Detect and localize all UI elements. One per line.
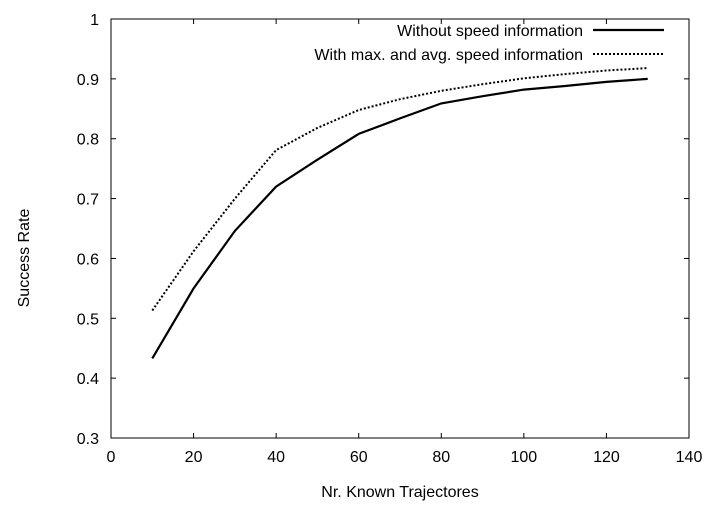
y-tick-label: 0.6 [77,251,99,268]
y-tick-label: 0.8 [77,132,99,149]
y-tick-label: 0.9 [77,72,99,89]
x-tick-label: 0 [107,449,116,466]
plot-frame [110,18,690,439]
series-2-point [646,67,649,70]
legend-label-1: Without speed information [397,23,583,40]
y-tick-label: 0.7 [77,192,99,209]
x-axis-title: Nr. Known Trajectores [321,484,478,501]
y-tick-label: 1 [90,12,99,29]
legend: Without speed information With max. and a… [314,23,664,64]
x-tick-label: 140 [676,449,703,466]
series-lines [151,67,649,359]
x-tick-label: 60 [350,449,368,466]
x-tick-label: 80 [432,449,450,466]
x-tick-label: 40 [267,449,285,466]
x-tick-label: 120 [593,449,620,466]
tick-marks [110,18,690,439]
y-tick-label: 0.4 [77,371,99,388]
series-line-2 [151,67,648,312]
series-line-1 [151,77,648,359]
axes [110,18,690,439]
x-tick-label: 20 [185,449,203,466]
y-tick-label: 0.5 [77,311,99,328]
y-axis-title: Success Rate [16,209,33,308]
legend-label-2: With max. and avg. speed information [314,47,583,64]
y-tick-label: 0.3 [77,431,99,448]
tick-labels: 0 20 40 60 80 100 120 140 0.3 0.4 0.5 0.6 0.7 0.8 0.9 1 [77,12,703,466]
x-tick-label: 100 [511,449,538,466]
